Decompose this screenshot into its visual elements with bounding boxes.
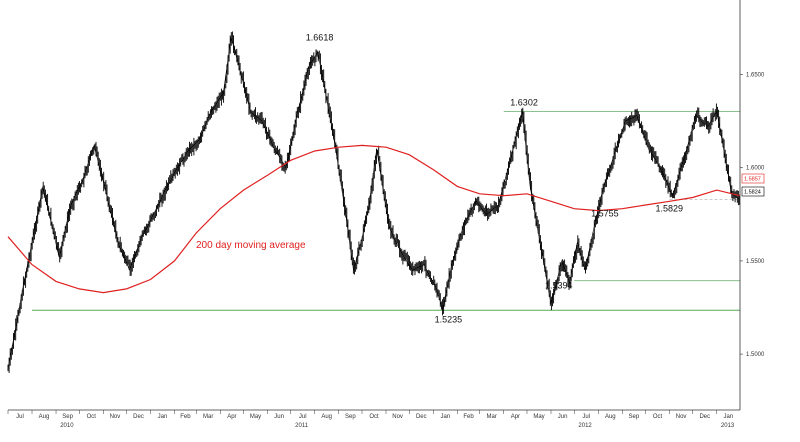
y-axis-ticks: 1.5000 1.5500 1.6000 1.6500 <box>740 73 765 358</box>
y-tick-label: 1.5000 <box>746 352 765 358</box>
x-tick-label: Sep <box>62 414 73 420</box>
y-tick-label: 1.5500 <box>746 259 765 265</box>
x-axis-ticks: Jul Aug Sep Oct Nov Dec Jan Feb Mar Apr May Jun Jul A… <box>7 410 735 429</box>
moving-average-series <box>7 144 741 294</box>
x-tick-label: Jun <box>558 414 568 420</box>
x-tick-label: Sep <box>629 414 640 420</box>
x-tick-label: Jan <box>724 414 734 420</box>
annotation-label: 1.6302 <box>510 97 538 107</box>
x-tick-label: Dec <box>133 414 144 420</box>
x-tick-label: Sep <box>345 414 356 420</box>
x-tick-label: Feb <box>463 414 474 420</box>
x-axis: Jul Aug Sep Oct Nov Dec Jan Feb Mar Apr May Jun Jul A… <box>7 409 740 429</box>
x-tick-label: Dec <box>416 414 427 420</box>
x-tick-label: Apr <box>227 414 236 420</box>
y-axis: 1.5000 1.5500 1.6000 1.6500 1.5857 1.5824 <box>739 0 765 410</box>
x-tick-label: Apr <box>511 414 520 420</box>
x-tick-label: Mar <box>487 414 497 420</box>
x-tick-label: Aug <box>321 414 332 420</box>
last-value-badges: 1.5857 1.5824 <box>741 173 765 197</box>
x-year-label: 2012 <box>578 423 592 429</box>
last-value-badge <box>741 186 765 197</box>
last-value-badge-text: 1.5824 <box>744 190 761 196</box>
annotation-label: 1.5755 <box>591 208 619 218</box>
annotations: 1.6618 1.6302 1.5235 1.5394 1.5755 1.5829 <box>306 33 683 325</box>
annotation-label: 1.5235 <box>435 314 463 324</box>
x-year-label: 2011 <box>295 423 309 429</box>
y-tick-label: 1.6000 <box>746 166 765 172</box>
price-series <box>7 31 741 373</box>
x-year-label: 2010 <box>60 423 74 429</box>
x-tick-label: Feb <box>180 414 191 420</box>
x-tick-label: Jun <box>274 414 284 420</box>
x-tick-label: Mar <box>203 414 213 420</box>
x-tick-label: Nov <box>110 414 121 420</box>
x-tick-label: Jan <box>440 414 450 420</box>
x-tick-label: Jul <box>582 414 590 420</box>
x-tick-label: Dec <box>699 414 710 420</box>
x-tick-label: Nov <box>676 414 687 420</box>
last-value-badge <box>741 173 765 184</box>
x-tick-label: Oct <box>87 414 97 420</box>
x-tick-label: Jan <box>158 414 168 420</box>
x-year-label: 2013 <box>721 423 735 429</box>
x-tick-label: Jul <box>16 414 24 420</box>
x-tick-label: Oct <box>369 414 379 420</box>
moving-average-line <box>7 144 741 294</box>
x-tick-label: Aug <box>605 414 616 420</box>
annotation-label: 1.5829 <box>656 204 684 214</box>
annotation-label: 1.6618 <box>306 33 334 43</box>
price-trace <box>7 37 741 370</box>
x-tick-label: Aug <box>39 414 50 420</box>
x-tick-label: Jul <box>299 414 307 420</box>
annotation-label: 1.5394 <box>545 281 573 291</box>
x-tick-label: May <box>533 414 544 420</box>
x-tick-label: Oct <box>653 414 663 420</box>
y-tick-label: 1.6500 <box>746 73 765 79</box>
moving-average-label: 200 day moving average <box>196 240 306 251</box>
last-value-badge-text: 1.5857 <box>744 177 761 183</box>
x-tick-label: May <box>250 414 261 420</box>
x-tick-label: Nov <box>392 414 403 420</box>
